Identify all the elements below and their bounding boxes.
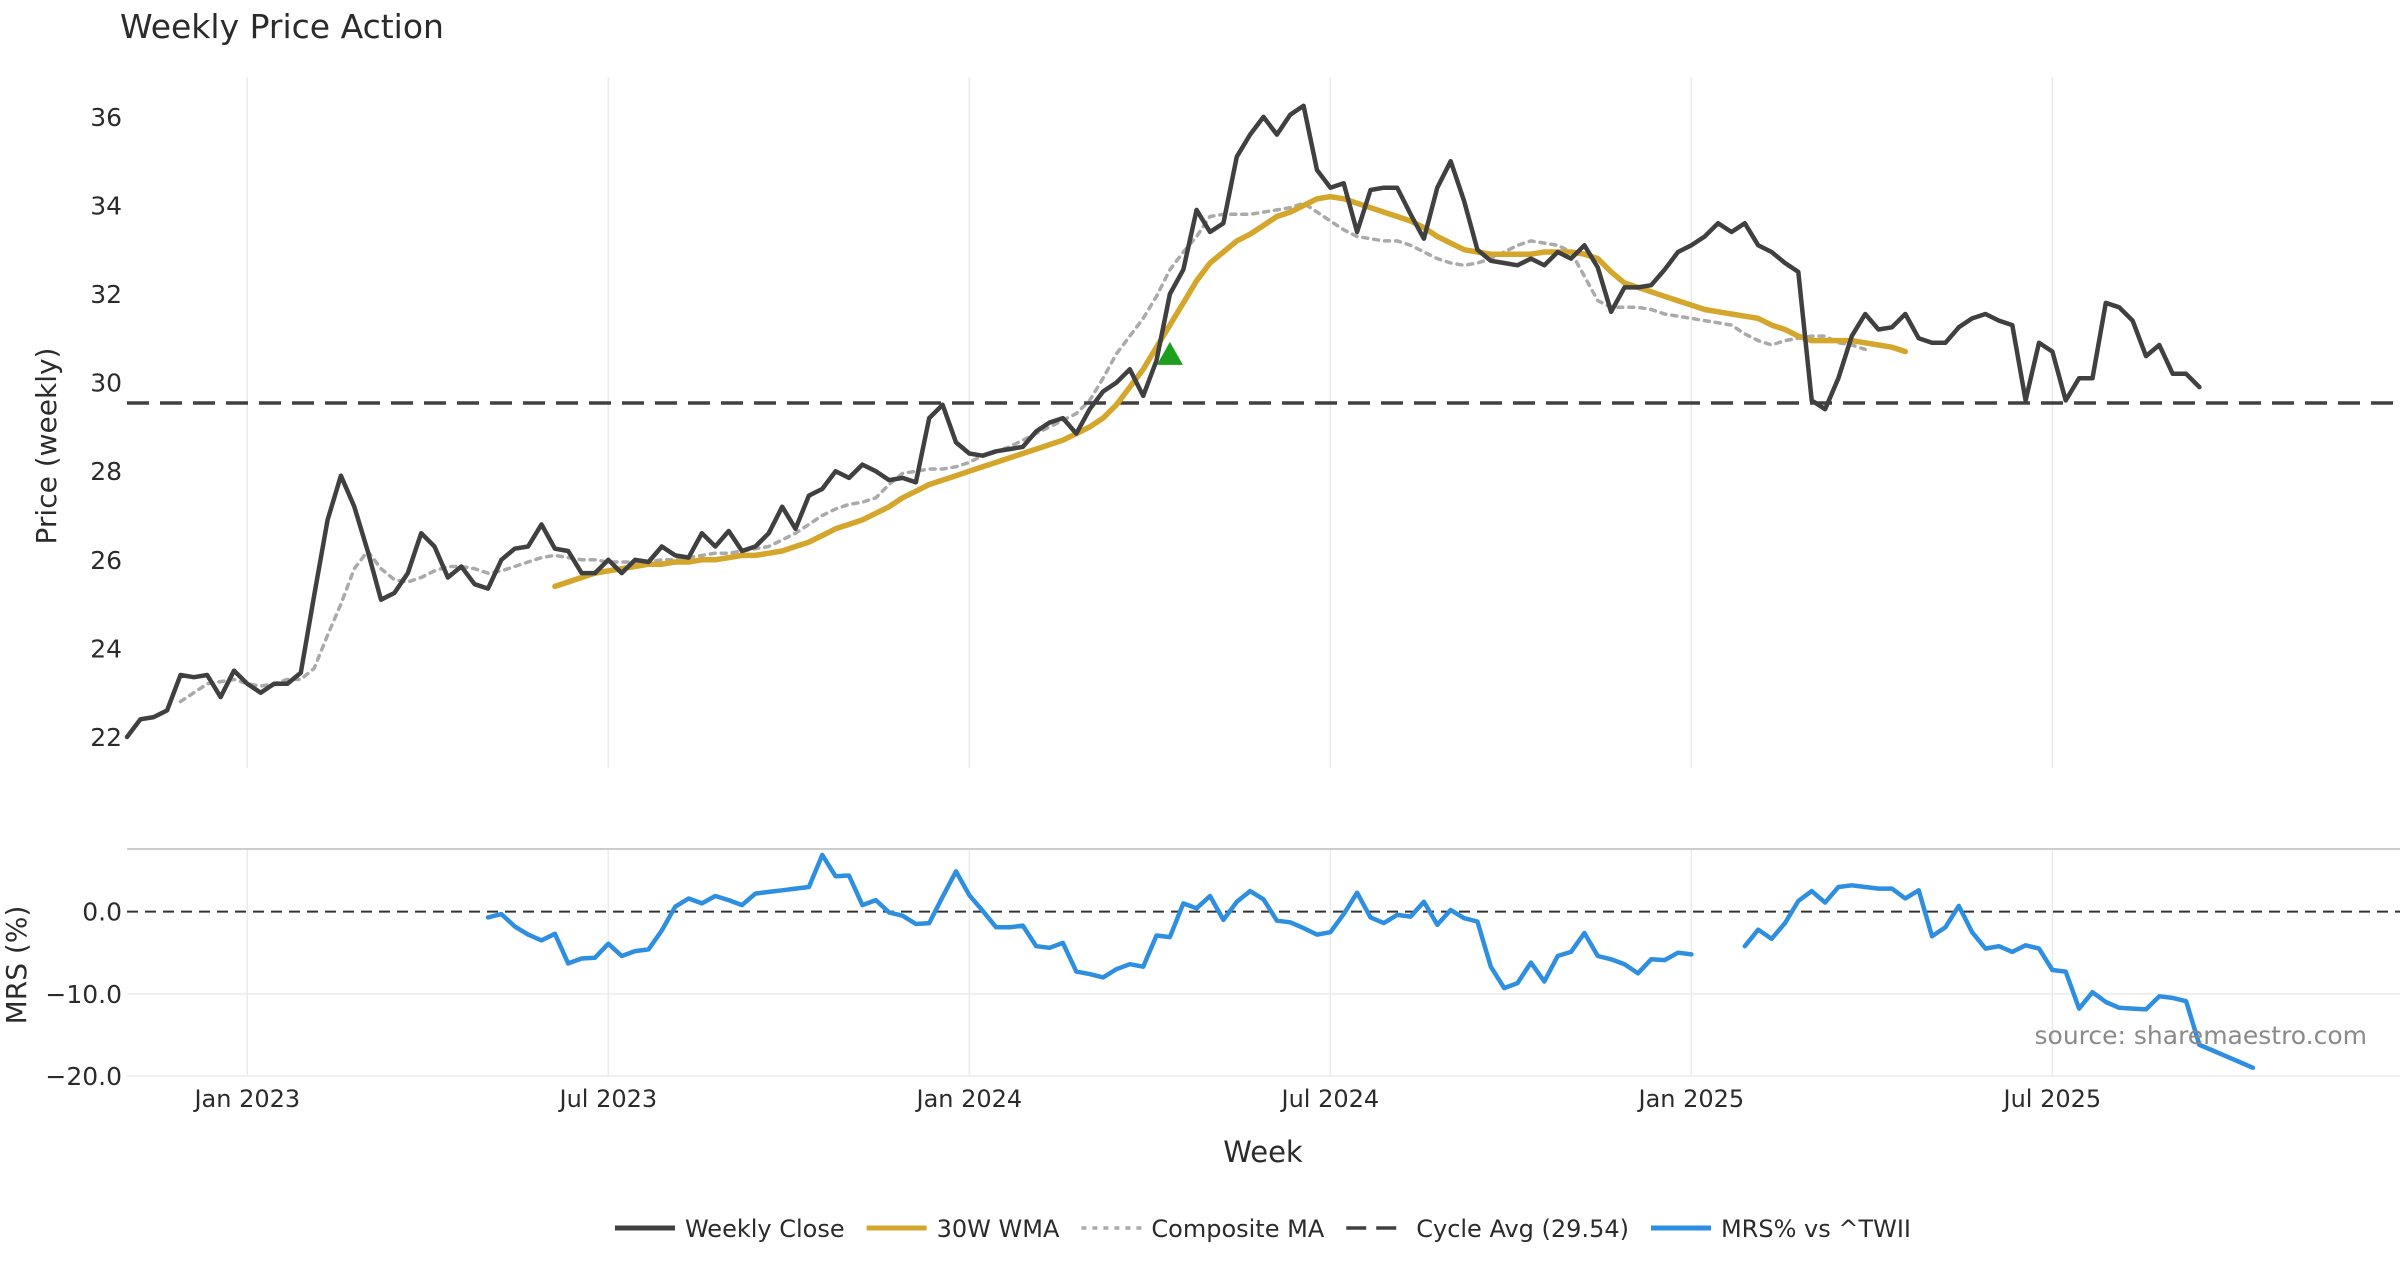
buy-signal-marker bbox=[1156, 341, 1183, 365]
legend-label: Cycle Avg (29.54) bbox=[1416, 1215, 1629, 1243]
x-tick-label: Jul 2024 bbox=[1280, 1085, 1380, 1113]
x-tick-label: Jan 2025 bbox=[1637, 1085, 1745, 1113]
price-y-tick-label: 22 bbox=[90, 723, 122, 752]
legend-label: Composite MA bbox=[1151, 1215, 1324, 1243]
price-y-tick-label: 30 bbox=[90, 369, 122, 398]
price-grid bbox=[246, 77, 2054, 768]
x-tick-label: Jan 2023 bbox=[192, 1085, 300, 1113]
legend-label: 30W WMA bbox=[937, 1215, 1060, 1243]
x-axis-label: Week bbox=[1223, 1135, 1303, 1169]
price-y-tick-label: 34 bbox=[90, 191, 122, 220]
price-y-axis-ticks: 22 24 26 28 30 32 34 36 bbox=[90, 103, 122, 752]
source-annotation: source: sharemaestro.com bbox=[2035, 1021, 2368, 1050]
price-y-tick-label: 32 bbox=[90, 280, 122, 309]
x-tick-label: Jul 2023 bbox=[558, 1085, 658, 1113]
price-y-tick-label: 36 bbox=[90, 103, 122, 132]
mrs-grid bbox=[127, 850, 2400, 1077]
series-mrs-vs-twii bbox=[485, 852, 2256, 1071]
series-weekly-close bbox=[124, 103, 2202, 740]
mrs-y-tick-label: −10.0 bbox=[45, 980, 122, 1009]
legend-label: Weekly Close bbox=[685, 1215, 845, 1243]
mrs-y-axis-label: MRS (%) bbox=[0, 906, 33, 1025]
price-y-axis-label: Price (weekly) bbox=[30, 348, 63, 545]
x-tick-label: Jul 2025 bbox=[2002, 1085, 2102, 1113]
legend: Weekly Close 30W WMA Composite MA Cycle Avg… bbox=[614, 1215, 1911, 1243]
mrs-y-axis-ticks: 0.0 −10.0 −20.0 bbox=[45, 898, 122, 1091]
mrs-series-group bbox=[485, 852, 2256, 1071]
series-30w-wma bbox=[552, 193, 1909, 590]
mrs-y-tick-label: 0.0 bbox=[82, 898, 122, 927]
price-y-tick-label: 28 bbox=[90, 457, 122, 486]
chart-title: Weekly Price Action bbox=[120, 7, 444, 46]
legend-label: MRS% vs ^TWII bbox=[1721, 1215, 1911, 1243]
price-y-tick-label: 26 bbox=[90, 546, 122, 575]
x-tick-label: Jan 2024 bbox=[914, 1085, 1022, 1113]
price-series-group bbox=[124, 103, 2400, 740]
price-y-tick-label: 24 bbox=[90, 634, 122, 663]
x-axis-ticks: Jan 2023 Jul 2023 Jan 2024 Jul 2024 Jan 2025… bbox=[192, 1085, 2101, 1113]
mrs-y-tick-label: −20.0 bbox=[45, 1062, 122, 1091]
